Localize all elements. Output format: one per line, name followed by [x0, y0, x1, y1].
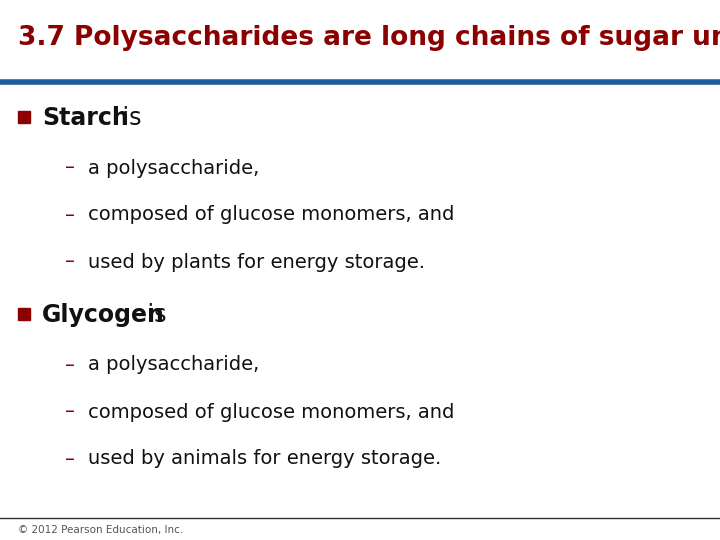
Text: composed of glucose monomers, and: composed of glucose monomers, and — [88, 402, 454, 422]
Text: © 2012 Pearson Education, Inc.: © 2012 Pearson Education, Inc. — [18, 525, 184, 535]
Text: –: – — [65, 206, 75, 225]
Text: Glycogen: Glycogen — [42, 303, 165, 327]
Bar — [18, 308, 30, 320]
Text: used by animals for energy storage.: used by animals for energy storage. — [88, 449, 441, 469]
Text: –: – — [65, 402, 75, 422]
Text: –: – — [65, 159, 75, 178]
Text: composed of glucose monomers, and: composed of glucose monomers, and — [88, 206, 454, 225]
Bar — [18, 111, 30, 123]
Text: –: – — [65, 355, 75, 375]
Text: Starch: Starch — [42, 106, 129, 130]
Text: is: is — [115, 106, 142, 130]
Text: 3.7 Polysaccharides are long chains of sugar units: 3.7 Polysaccharides are long chains of s… — [18, 25, 720, 51]
Text: is: is — [140, 303, 166, 327]
Text: a polysaccharide,: a polysaccharide, — [88, 159, 259, 178]
Text: used by plants for energy storage.: used by plants for energy storage. — [88, 253, 425, 272]
Text: –: – — [65, 449, 75, 469]
Text: –: – — [65, 253, 75, 272]
Text: a polysaccharide,: a polysaccharide, — [88, 355, 259, 375]
